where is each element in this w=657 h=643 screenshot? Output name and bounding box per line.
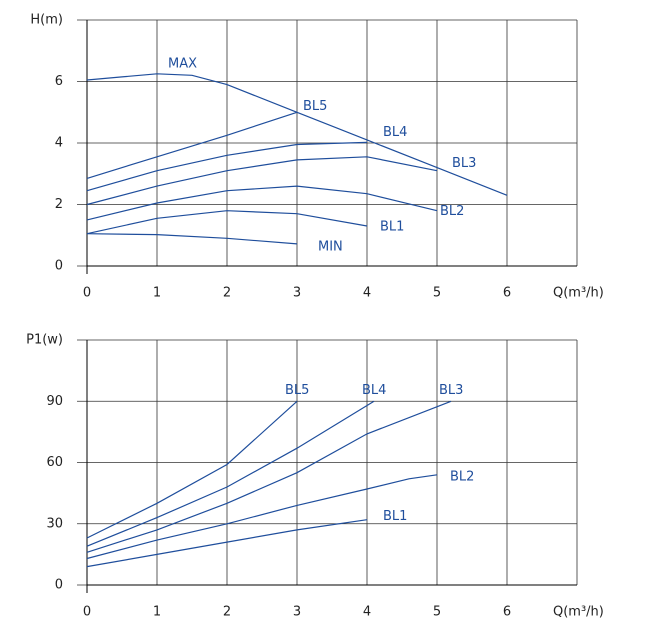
y-tick-label: 0 xyxy=(55,259,63,274)
x-tick-label: 6 xyxy=(503,286,511,301)
series-label: BL5 xyxy=(303,99,327,114)
x-tick-label: 3 xyxy=(293,286,301,301)
x-tick-label: 5 xyxy=(433,286,441,301)
y-axis-title: H(m) xyxy=(30,13,63,28)
x-tick-label: 0 xyxy=(83,286,91,301)
series-line xyxy=(86,519,368,568)
series-line xyxy=(86,185,438,221)
y-tick-label: 90 xyxy=(46,394,63,409)
series-line xyxy=(86,400,452,553)
x-tick-label: 1 xyxy=(153,286,161,301)
series-label: BL3 xyxy=(439,383,463,398)
y-tick-label: 4 xyxy=(55,136,63,151)
y-tick-label: 2 xyxy=(55,197,63,212)
series-label: BL1 xyxy=(380,220,404,235)
series-line xyxy=(86,400,298,539)
x-axis-title: Q(m³/h) xyxy=(553,286,604,301)
series-label: BL4 xyxy=(383,125,407,140)
series-label: BL2 xyxy=(450,469,474,484)
series-line xyxy=(86,156,438,206)
series-line xyxy=(86,474,438,560)
x-tick-label: 2 xyxy=(223,605,231,620)
y-tick-label: 30 xyxy=(46,516,63,531)
series-label: BL3 xyxy=(452,156,476,171)
series-label: BL2 xyxy=(440,204,464,219)
x-tick-label: 1 xyxy=(153,605,161,620)
series-line xyxy=(86,141,368,192)
series-label: MIN xyxy=(318,239,343,254)
series-line xyxy=(86,233,298,245)
series-label: BL1 xyxy=(383,509,407,524)
series-line xyxy=(86,111,298,179)
x-tick-label: 6 xyxy=(503,605,511,620)
y-tick-label: 6 xyxy=(55,74,63,89)
series-line xyxy=(86,400,375,547)
x-tick-label: 5 xyxy=(433,605,441,620)
x-tick-label: 2 xyxy=(223,286,231,301)
x-tick-label: 0 xyxy=(83,605,91,620)
x-tick-label: 4 xyxy=(363,286,371,301)
series-label: BL4 xyxy=(362,383,386,398)
x-tick-label: 3 xyxy=(293,605,301,620)
x-tick-label: 4 xyxy=(363,605,371,620)
series-line xyxy=(86,73,508,196)
series-line xyxy=(86,210,368,235)
y-axis-title: P1(w) xyxy=(26,333,63,348)
series-label: MAX xyxy=(168,56,197,71)
series-label: BL5 xyxy=(285,383,309,398)
y-tick-label: 0 xyxy=(55,578,63,593)
y-tick-label: 60 xyxy=(46,455,63,470)
x-axis-title: Q(m³/h) xyxy=(553,605,604,620)
